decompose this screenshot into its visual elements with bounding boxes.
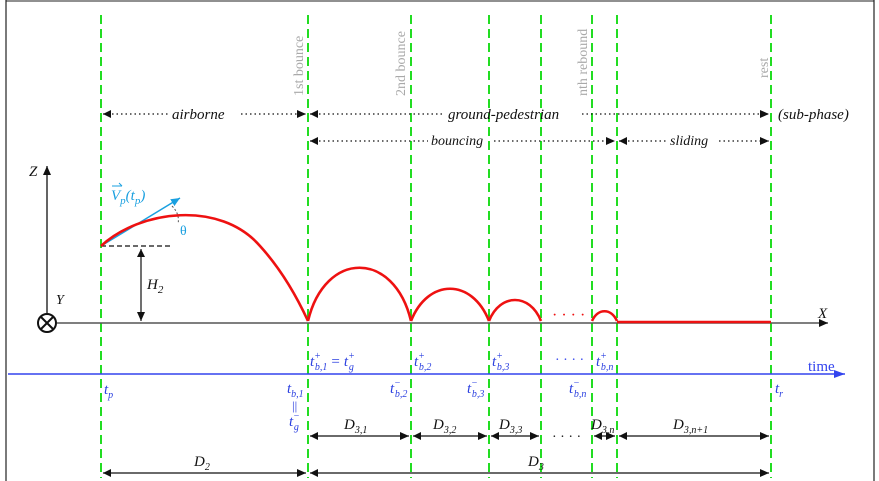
event-label-rest: rest (757, 58, 772, 78)
trajectory-bounce-1 (306, 266, 413, 322)
phase-label-bouncing: bouncing (431, 134, 483, 149)
duration-ellipsis: · · · · (552, 430, 581, 445)
duration-label-d33: D3,3 (498, 417, 522, 436)
label-tbn-plus: t+ b,n (596, 351, 613, 373)
y-axis-symbol (37, 313, 57, 333)
duration-label-d31: D3,1 (343, 417, 367, 436)
trajectory-bounce-2 (409, 287, 491, 322)
duration-label-d3: D3 (527, 454, 544, 473)
label-tb1-plus-eq-tg-plus: t+ b,1 = t+ g (310, 351, 355, 373)
phase-label-ground-pedestrian: ground-pedestrian (448, 107, 559, 123)
label-tb1: tb,1 (287, 381, 304, 400)
phase-label-sliding: sliding (670, 134, 708, 149)
phase-label-sub-phase: (sub-phase) (778, 107, 849, 123)
y-axis-label: Y (56, 293, 66, 308)
time-ellipsis: · · · · (555, 353, 584, 368)
phase-arrows (103, 110, 769, 145)
theta-arc (171, 205, 179, 225)
label-tbn-minus: t− b,n (569, 378, 586, 400)
label-tg-minus: t− g (289, 411, 300, 433)
event-label-first-bounce: 1st bounce (292, 36, 307, 96)
trajectory-bounce-n (590, 309, 619, 322)
label-tb3-plus: t+ b,3 (492, 351, 509, 373)
duration-label-d32: D3,2 (432, 417, 456, 436)
theta-label: θ (180, 224, 187, 239)
trajectory-bounce-3 (487, 298, 543, 322)
event-label-second-bounce: 2nd bounce (394, 31, 409, 96)
trajectory-airborne (100, 213, 310, 322)
x-axis-label: X (817, 306, 828, 322)
duration-label-d3n1: D3,n+1 (672, 417, 708, 436)
z-axis-label: Z (29, 164, 38, 180)
label-parallel: || (292, 398, 297, 413)
duration-label-d2: D2 (193, 454, 210, 473)
velocity-label: Vp(tp) (111, 188, 145, 207)
phase-label-airborne: airborne (172, 107, 225, 123)
trajectory-ellipsis: · · · · (552, 307, 585, 324)
duration-label-d3n: D3,n (590, 417, 614, 436)
label-tb2-plus: t+ b,2 (414, 351, 431, 373)
label-tb2-minus: t− b,2 (390, 378, 407, 400)
trajectory (100, 213, 771, 324)
h2-label: H2 (146, 277, 164, 296)
label-tb3-minus: t− b,3 (467, 378, 484, 400)
event-label-nth-rebound: nth rebound (576, 29, 591, 96)
label-tp: tp (104, 382, 113, 401)
guide-lines (100, 15, 772, 478)
label-tr: tr (775, 381, 783, 400)
time-axis-label: time (808, 359, 835, 375)
